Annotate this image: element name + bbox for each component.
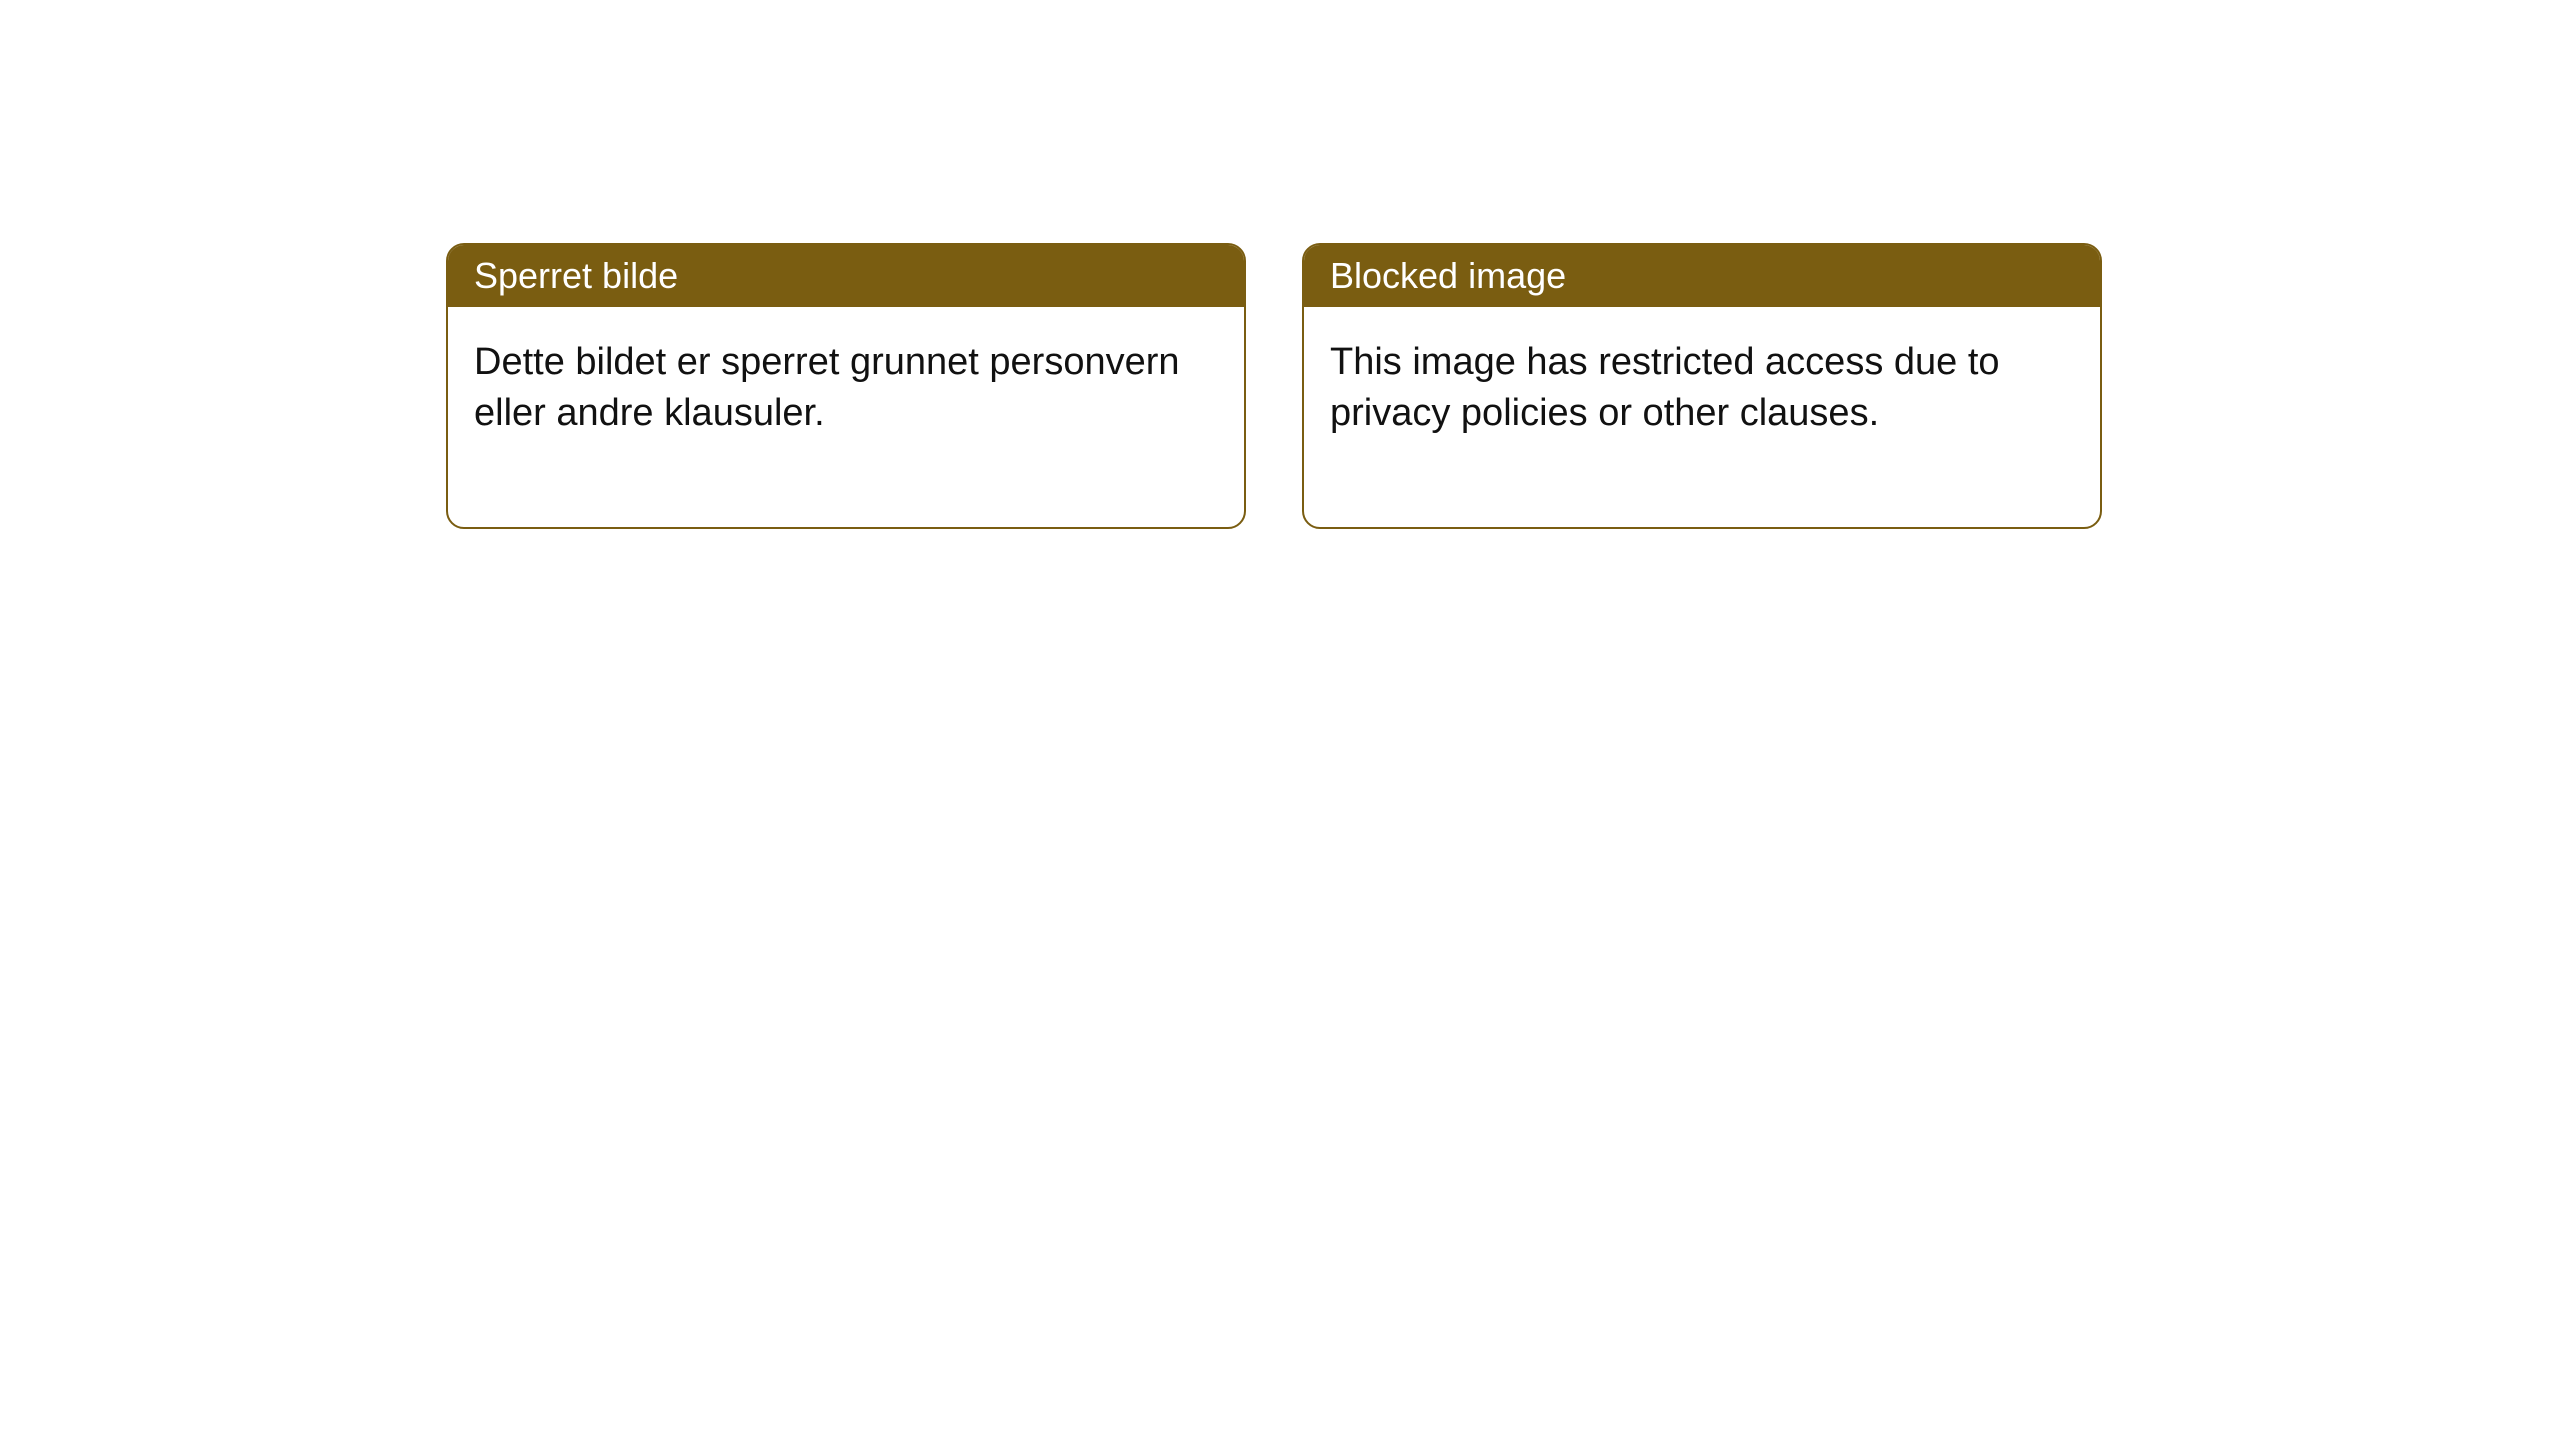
- notice-card-norwegian: Sperret bilde Dette bildet er sperret gr…: [446, 243, 1246, 529]
- notice-container: Sperret bilde Dette bildet er sperret gr…: [446, 243, 2102, 529]
- notice-card-english: Blocked image This image has restricted …: [1302, 243, 2102, 529]
- notice-body-norwegian: Dette bildet er sperret grunnet personve…: [448, 307, 1244, 527]
- notice-header-english: Blocked image: [1304, 245, 2100, 307]
- notice-body-english: This image has restricted access due to …: [1304, 307, 2100, 527]
- notice-header-norwegian: Sperret bilde: [448, 245, 1244, 307]
